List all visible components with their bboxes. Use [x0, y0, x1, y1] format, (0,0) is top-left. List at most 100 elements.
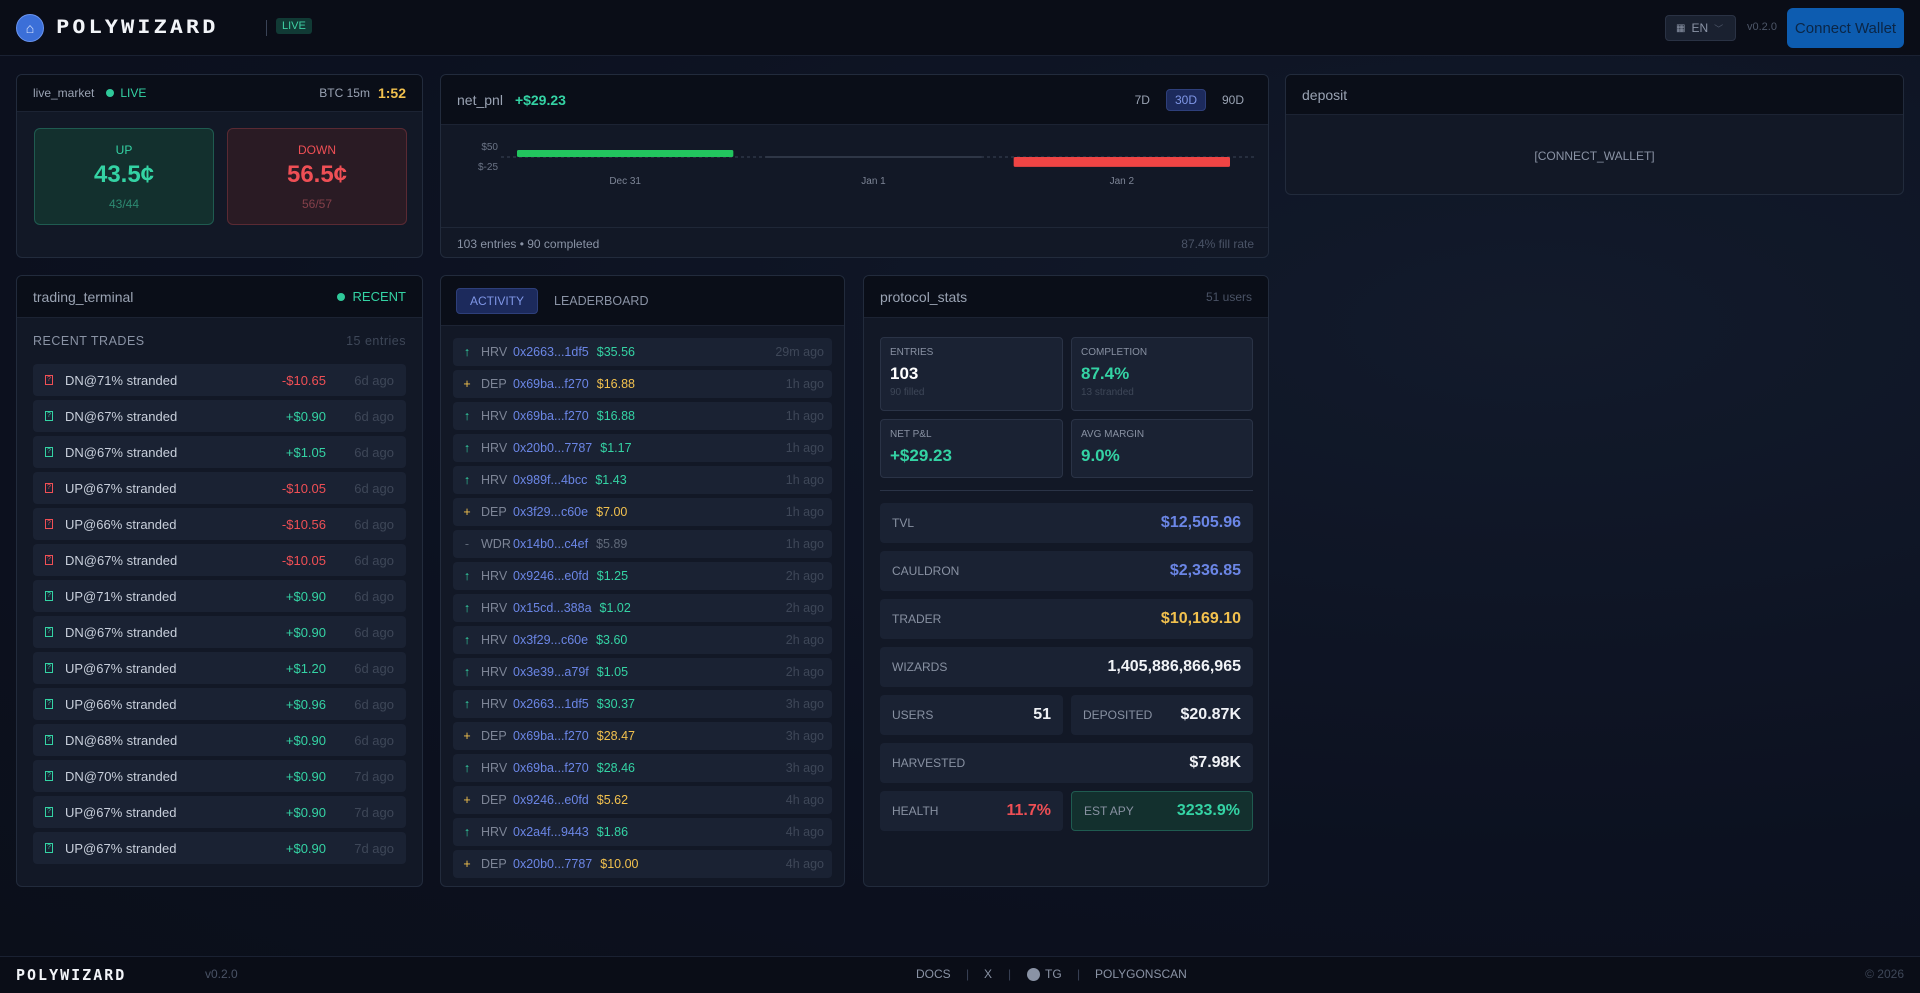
trade-row[interactable]: ? UP@66% stranded +$0.96 6d ago [33, 688, 406, 720]
trade-row[interactable]: ? DN@67% stranded +$0.90 6d ago [33, 616, 406, 648]
down-outcome-button[interactable]: DOWN 56.5¢ 56/57 [227, 128, 407, 225]
activity-row[interactable]: ↑ HRV 0x989f...4bcc $1.43 1h ago [453, 466, 832, 494]
activity-row[interactable]: + DEP 0x9246...e0fd $5.62 4h ago [453, 786, 832, 814]
range-7d[interactable]: 7D [1134, 92, 1150, 107]
activity-row[interactable]: ↑ HRV 0x2663...1df5 $35.56 29m ago [453, 338, 832, 366]
trade-row[interactable]: ? DN@70% stranded +$0.90 7d ago [33, 760, 406, 792]
up-price: 43.5¢ [93, 161, 155, 188]
live-status: LIVE [120, 86, 147, 100]
wallet-address-link[interactable]: 0x2a4f...9443 [513, 825, 589, 839]
activity-row[interactable]: ↑ HRV 0x9246...e0fd $1.25 2h ago [453, 562, 832, 590]
panel-title: live_market [33, 86, 95, 100]
trade-list[interactable]: ? DN@71% stranded -$10.65 6d ago? DN@67% str… [17, 364, 422, 864]
connect-wallet-placeholder[interactable]: [CONNECT_WALLET] [1534, 149, 1655, 163]
activity-row[interactable]: ↑ HRV 0x69ba...f270 $28.46 3h ago [453, 754, 832, 782]
fill-rate: 87.4% fill rate [1181, 236, 1254, 251]
arrow-up-icon: ↑ [463, 601, 471, 615]
brand-wordmark[interactable]: POLYWIZARD [56, 16, 219, 39]
trade-label: DN@67% stranded [65, 552, 178, 568]
activity-row[interactable]: ↑ HRV 0x15cd...388a $1.02 2h ago [453, 594, 832, 622]
wallet-address-link[interactable]: 0x9246...e0fd [513, 569, 589, 583]
activity-row[interactable]: ↑ HRV 0x3f29...c60e $3.60 2h ago [453, 626, 832, 654]
plus-icon: + [463, 729, 471, 743]
wallet-address-link[interactable]: 0x14b0...c4ef [513, 537, 589, 551]
wallet-address-link[interactable]: 0x9246...e0fd [513, 793, 589, 807]
trade-row[interactable]: ? DN@67% stranded +$1.05 6d ago [33, 436, 406, 468]
stat-card-net-pnl: NET P&L +$29.23 [880, 419, 1063, 478]
row-label: USERS [892, 708, 934, 722]
wallet-address-link[interactable]: 0x3f29...c60e [513, 633, 589, 647]
plus-icon: + [463, 377, 471, 391]
divider: | [1008, 967, 1012, 981]
wallet-address-link[interactable]: 0x3e39...a79f [513, 665, 589, 679]
range-90d[interactable]: 90D [1221, 92, 1244, 107]
activity-row[interactable]: + DEP 0x69ba...f270 $28.47 3h ago [453, 722, 832, 750]
footer-docs-link[interactable]: DOCS [916, 967, 951, 981]
footer-x-link[interactable]: X [984, 967, 993, 981]
activity-amount: $1.02 [599, 601, 631, 615]
trade-row[interactable]: ? DN@67% stranded -$10.05 6d ago [33, 544, 406, 576]
wallet-address-link[interactable]: 0x2663...1df5 [513, 345, 589, 359]
x-tick-label: Jan 2 [1110, 176, 1135, 187]
wallet-address-link[interactable]: 0x989f...4bcc [513, 473, 588, 487]
plus-icon: + [463, 857, 471, 871]
activity-amount: $28.47 [596, 729, 635, 743]
activity-row[interactable]: ↑ HRV 0x2a4f...9443 $1.86 4h ago [453, 818, 832, 846]
activity-row[interactable]: ↑ HRV 0x2663...1df5 $30.37 3h ago [453, 690, 832, 718]
trade-row[interactable]: ? UP@67% stranded -$10.05 6d ago [33, 472, 406, 504]
bar[interactable] [1013, 157, 1230, 167]
row-value: $12,505.96 [1160, 514, 1241, 531]
wallet-address-link[interactable]: 0x69ba...f270 [513, 729, 589, 743]
wallet-address-link[interactable]: 0x69ba...f270 [513, 761, 589, 775]
wallet-address-link[interactable]: 0x2663...1df5 [513, 697, 589, 711]
trade-row[interactable]: ? UP@67% stranded +$1.20 6d ago [33, 652, 406, 684]
wallet-address-link[interactable]: 0x69ba...f270 [513, 377, 589, 391]
wallet-address-link[interactable]: 0x20b0...7787 [513, 441, 593, 455]
trade-row[interactable]: ? UP@66% stranded -$10.56 6d ago [33, 508, 406, 540]
up-outcome-button[interactable]: UP 43.5¢ 43/44 [34, 128, 214, 225]
range-30d[interactable]: 30D [1165, 88, 1206, 111]
activity-row[interactable]: + DEP 0x20b0...7787 $10.00 4h ago [453, 850, 832, 878]
trade-row[interactable]: ? UP@67% stranded +$0.90 7d ago [33, 796, 406, 828]
users-row: USERS 51 [880, 695, 1063, 735]
arrow-up-icon: ↑ [463, 825, 471, 839]
section-title: RECENT TRADES [33, 334, 145, 348]
arrow-up-icon: ↑ [463, 697, 471, 711]
trade-time: 6d ago [354, 480, 394, 496]
footer-polygonscan-link[interactable]: POLYGONSCAN [1095, 967, 1187, 981]
wallet-address-link[interactable]: 0x15cd...388a [513, 601, 592, 615]
trade-row[interactable]: ? DN@71% stranded -$10.65 6d ago [33, 364, 406, 396]
activity-row[interactable]: + DEP 0x3f29...c60e $7.00 1h ago [453, 498, 832, 526]
activity-row[interactable]: ↑ HRV 0x3e39...a79f $1.05 2h ago [453, 658, 832, 686]
wallet-address-link[interactable]: 0x3f29...c60e [513, 505, 589, 519]
wallet-address-link[interactable]: 0x69ba...f270 [513, 409, 589, 423]
wizard-hat-logo-icon[interactable]: ⌂ [16, 14, 44, 42]
trade-row[interactable]: ? DN@67% stranded +$0.90 6d ago [33, 400, 406, 432]
activity-row[interactable]: + DEP 0x69ba...f270 $16.88 1h ago [453, 370, 832, 398]
connect-wallet-button[interactable]: Connect Wallet [1787, 8, 1904, 48]
recent-status: RECENT [352, 289, 406, 304]
row-label: TVL [892, 516, 915, 530]
trade-row[interactable]: ? DN@68% stranded +$0.90 6d ago [33, 724, 406, 756]
activity-row[interactable]: ↑ HRV 0x20b0...7787 $1.17 1h ago [453, 434, 832, 462]
footer-tg-link[interactable]: TG [1045, 967, 1062, 981]
trade-time: 6d ago [354, 372, 394, 388]
activity-time: 1h ago [785, 409, 824, 423]
trade-time: 7d ago [354, 840, 394, 856]
trade-amount: +$0.96 [285, 696, 326, 712]
activity-row[interactable]: ↑ HRV 0x69ba...f270 $16.88 1h ago [453, 402, 832, 430]
activity-kind: HRV [481, 569, 508, 583]
loss-icon: ? [45, 555, 53, 565]
trade-row[interactable]: ? UP@71% stranded +$0.90 6d ago [33, 580, 406, 612]
language-select[interactable]: ▦ EN ﹀ [1665, 15, 1736, 41]
tab-activity[interactable]: ACTIVITY [456, 287, 539, 314]
stat-card-completion: COMPLETION 87.4% 13 stranded [1071, 337, 1253, 411]
activity-row[interactable]: - WDR 0x14b0...c4ef $5.89 1h ago [453, 530, 832, 558]
trade-amount: -$10.65 [281, 372, 326, 388]
trade-row[interactable]: ? UP@67% stranded +$0.90 7d ago [33, 832, 406, 864]
activity-list[interactable]: ↑ HRV 0x2663...1df5 $35.56 29m ago + DEP 0x69ba… [441, 338, 844, 878]
bar[interactable] [517, 149, 734, 157]
tab-leaderboard[interactable]: LEADERBOARD [554, 293, 649, 308]
trade-time: 7d ago [354, 768, 394, 784]
wallet-address-link[interactable]: 0x20b0...7787 [513, 857, 593, 871]
